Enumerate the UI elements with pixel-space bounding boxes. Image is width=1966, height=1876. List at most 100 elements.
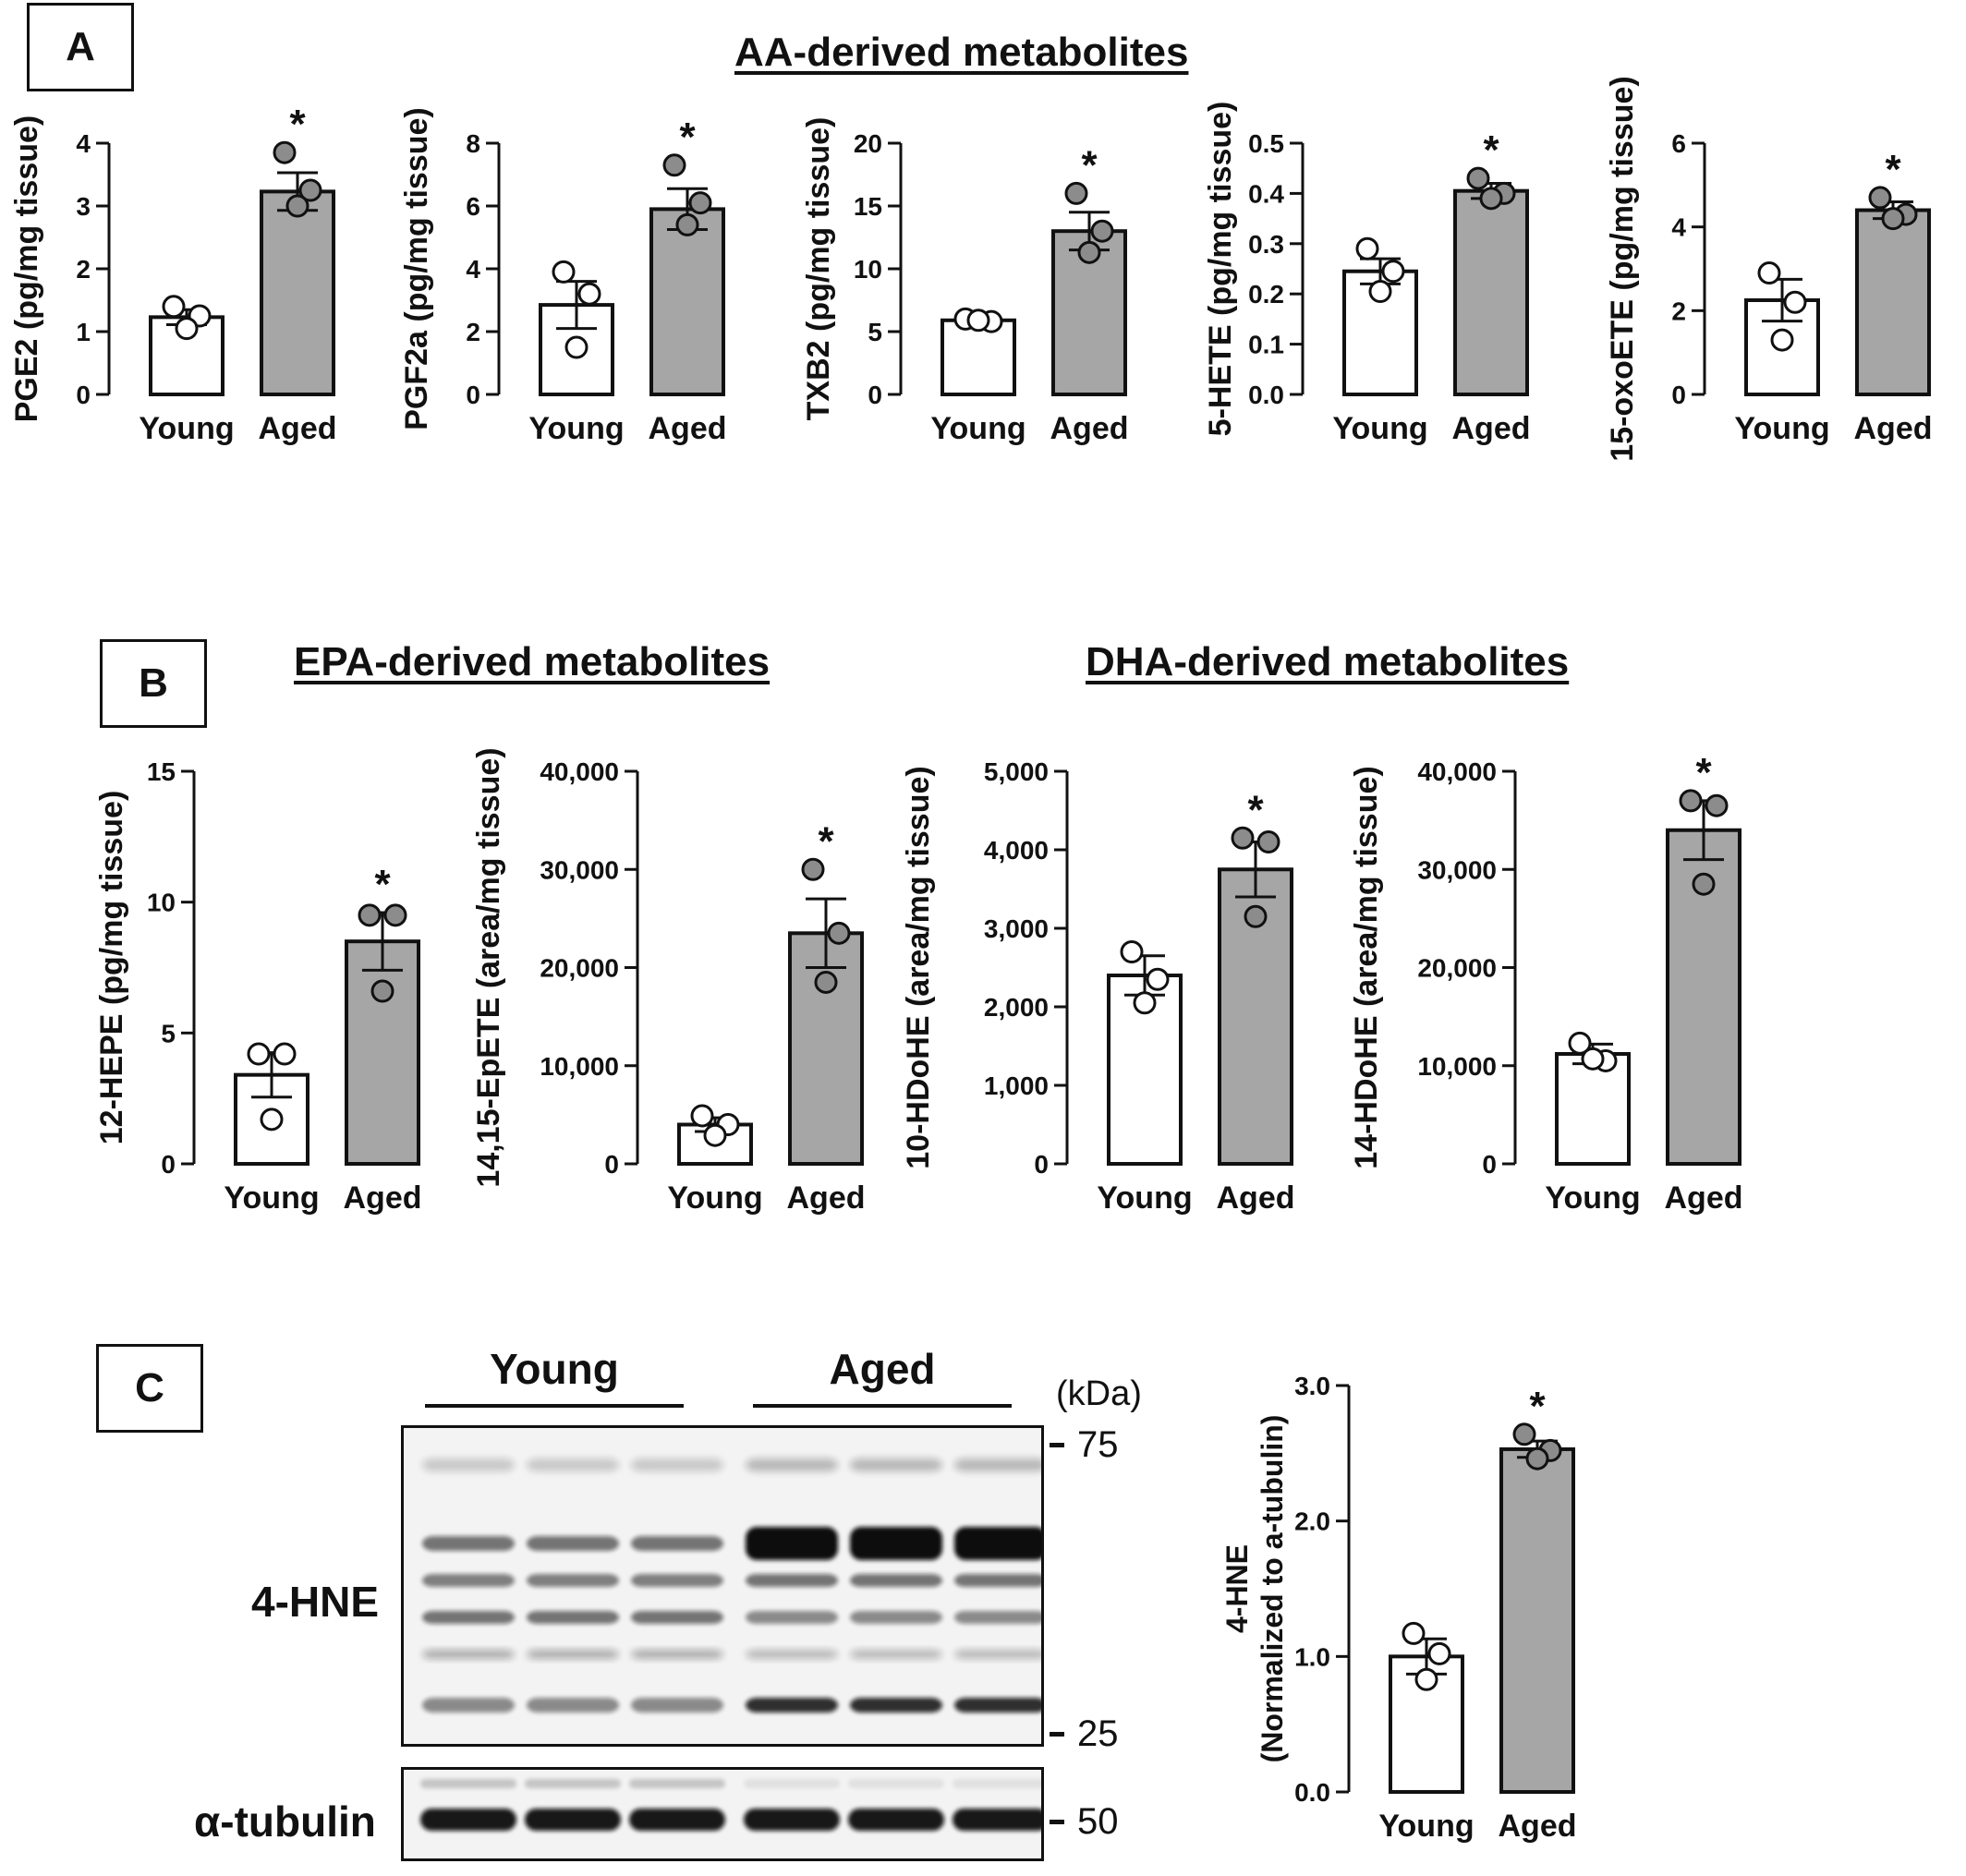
data-point xyxy=(1525,1446,1549,1471)
y-tick-label: 0 xyxy=(1671,381,1686,409)
data-point xyxy=(1757,261,1781,285)
blot-band xyxy=(629,1809,725,1831)
data-point xyxy=(1427,1641,1451,1665)
blot-band xyxy=(850,1527,942,1560)
x-tick-label: Young xyxy=(528,411,624,446)
blot-tubulin-bands xyxy=(420,1779,1041,1831)
x-tick-label: Aged xyxy=(1217,1180,1295,1216)
y-tick-label: 0.3 xyxy=(1248,230,1284,259)
data-point xyxy=(1568,1031,1592,1055)
significance-asterisk: * xyxy=(818,818,834,864)
data-point xyxy=(1256,830,1280,853)
blot-band xyxy=(746,1527,838,1560)
blot-group-young: Young xyxy=(490,1345,619,1393)
blot-group-aged: Aged xyxy=(829,1345,936,1393)
western-blot-tubulin xyxy=(401,1767,1044,1861)
significance-asterisk: * xyxy=(1081,142,1098,188)
data-point xyxy=(1064,181,1088,205)
chart-14-hdohe: 0 10,000 20,000 30,000 40,000 Young Aged * 14-HD… xyxy=(1349,750,1743,1216)
significance-asterisk: * xyxy=(1483,127,1499,173)
data-point xyxy=(1692,872,1716,896)
x-tick-label: Young xyxy=(1734,411,1829,446)
y-tick-label: 40,000 xyxy=(540,757,619,786)
data-point xyxy=(1090,219,1114,243)
western-blot-4-hne xyxy=(401,1425,1044,1747)
y-tick-label: 0 xyxy=(604,1150,619,1179)
bar-aged xyxy=(649,207,725,397)
x-tick-label: Aged xyxy=(1452,411,1531,446)
x-tick-label: Aged xyxy=(1050,411,1129,446)
blot-band xyxy=(631,1574,723,1587)
chart-10-hdohe: 0 1,000 2,000 3,000 4,000 5,000 Young Aged * 10-H… xyxy=(901,757,1295,1216)
y-tick-label: 20,000 xyxy=(540,954,619,983)
y-tick-label: 2.0 xyxy=(1294,1507,1330,1536)
significance-asterisk: * xyxy=(1885,147,1901,192)
data-point xyxy=(1679,789,1703,813)
x-tick-label: Aged xyxy=(1854,411,1933,446)
x-tick-label: Young xyxy=(667,1180,762,1216)
x-tick-label: Young xyxy=(139,411,234,446)
significance-asterisk: * xyxy=(1695,750,1712,795)
y-tick-label: 4 xyxy=(466,255,480,284)
data-point xyxy=(1133,991,1157,1015)
y-axis-label: 10-HDoHE (area/mg tissue) xyxy=(901,766,936,1168)
bar-young xyxy=(941,318,1016,396)
panel-label-b: B xyxy=(100,639,207,728)
data-point xyxy=(298,178,322,202)
data-point xyxy=(1414,1667,1438,1691)
blot-band xyxy=(953,1779,1041,1788)
blot-band xyxy=(746,1611,838,1624)
blot-band xyxy=(850,1698,942,1713)
x-tick-label: Aged xyxy=(1665,1180,1743,1216)
y-tick-label: 2 xyxy=(76,255,91,284)
data-point xyxy=(273,1042,297,1066)
blot-band xyxy=(850,1574,942,1587)
data-point xyxy=(1368,279,1392,303)
y-tick-label: 4 xyxy=(76,129,91,158)
marker-25-kda: 25 xyxy=(1050,1713,1119,1755)
y-tick-label: 10 xyxy=(854,255,882,284)
y-axis-label: 12-HEPE (pg/mg tissue) xyxy=(94,791,129,1145)
blot-band xyxy=(527,1698,619,1713)
y-tick-label: 3.0 xyxy=(1294,1372,1330,1400)
significance-asterisk: * xyxy=(1247,787,1264,832)
data-point xyxy=(1770,328,1794,352)
blot-band xyxy=(850,1611,942,1624)
chart-4-hne-quantification: 0.0 1.0 2.0 3.0 Young Aged * 4-HNE (Normalized t… xyxy=(1220,1372,1577,1844)
y-tick-label: 20 xyxy=(854,129,882,158)
y-tick-label: 5 xyxy=(868,318,882,346)
blot-band xyxy=(954,1611,1041,1624)
marker-50-kda: 50 xyxy=(1050,1801,1119,1843)
panel-label-a: A xyxy=(27,3,134,91)
y-tick-label: 0.1 xyxy=(1248,331,1284,359)
blot-band xyxy=(954,1698,1041,1713)
blot-band xyxy=(420,1779,516,1788)
data-point xyxy=(1881,207,1905,231)
y-tick-label: 10,000 xyxy=(1417,1052,1497,1081)
y-tick-label: 15 xyxy=(854,192,882,221)
blot-band xyxy=(631,1650,723,1659)
x-tick-label: Aged xyxy=(1499,1809,1577,1844)
blot-4-hne-bands xyxy=(422,1458,1041,1713)
marker-75-kda: 75 xyxy=(1050,1424,1119,1466)
data-point xyxy=(1402,1621,1426,1645)
x-tick-label: Young xyxy=(930,411,1025,446)
blot-band xyxy=(631,1698,723,1713)
data-point xyxy=(552,260,576,284)
y-tick-label: 0.5 xyxy=(1248,129,1284,158)
blot-band xyxy=(422,1574,515,1587)
x-tick-label: Aged xyxy=(259,411,337,446)
bar-young xyxy=(1555,1052,1631,1166)
chart-txb2: 0 5 10 15 20 Young Aged * TXB2 (pg/mg tissue) xyxy=(801,117,1129,446)
data-point xyxy=(358,903,382,927)
blot-label-tubulin: α-tubulin xyxy=(194,1797,376,1846)
data-point xyxy=(966,309,990,333)
y-tick-label: 2,000 xyxy=(984,993,1049,1022)
y-tick-label: 0 xyxy=(1034,1150,1049,1179)
blot-band xyxy=(746,1458,838,1471)
significance-asterisk: * xyxy=(679,115,696,160)
y-axis-label-secondary: (Normalized to a-tubulin) xyxy=(1256,1415,1289,1763)
y-tick-label: 1 xyxy=(76,318,91,346)
blot-band xyxy=(954,1650,1041,1659)
y-tick-label: 0.0 xyxy=(1294,1778,1330,1807)
